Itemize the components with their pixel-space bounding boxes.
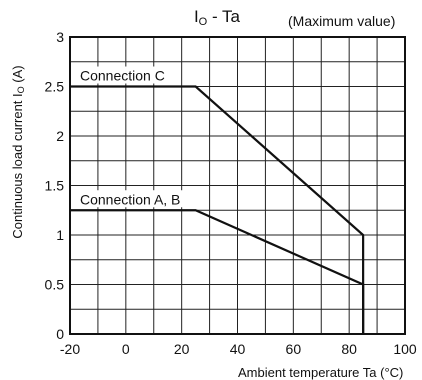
y-tick-label: 0 xyxy=(56,326,64,342)
x-tick-label: 80 xyxy=(341,341,357,357)
chart-subtitle: (Maximum value) xyxy=(288,13,395,29)
series-lines xyxy=(70,85,365,334)
y-axis-label: Continuous load current IO (A) xyxy=(10,65,26,238)
x-tick-label: 100 xyxy=(393,341,417,357)
chart-title: IO - Ta xyxy=(194,7,241,28)
x-tick-label: 60 xyxy=(286,341,302,357)
series-label: Connection A, B xyxy=(80,191,180,207)
series-line-connection-ab xyxy=(70,209,365,334)
series-labels: Connection C Connection A, B xyxy=(77,66,204,208)
y-tick-label: 3 xyxy=(56,29,64,45)
y-tick-label: 0.5 xyxy=(45,277,65,293)
y-tick-label: 1.5 xyxy=(45,178,65,194)
x-tick-label: -20 xyxy=(60,341,80,357)
series-label-background xyxy=(77,190,204,208)
y-tick-label: 2 xyxy=(56,128,64,144)
x-tick-label: 20 xyxy=(174,341,190,357)
y-tick-label: 1 xyxy=(56,227,64,243)
x-tick-label: 0 xyxy=(122,341,130,357)
series-label-background xyxy=(77,66,180,84)
series-label: Connection C xyxy=(80,68,165,84)
x-tick-label: 40 xyxy=(230,341,246,357)
plot-frame xyxy=(69,36,406,335)
x-axis-label: Ambient temperature Ta (°C) xyxy=(238,365,403,380)
y-tick-label: 2.5 xyxy=(45,79,65,95)
